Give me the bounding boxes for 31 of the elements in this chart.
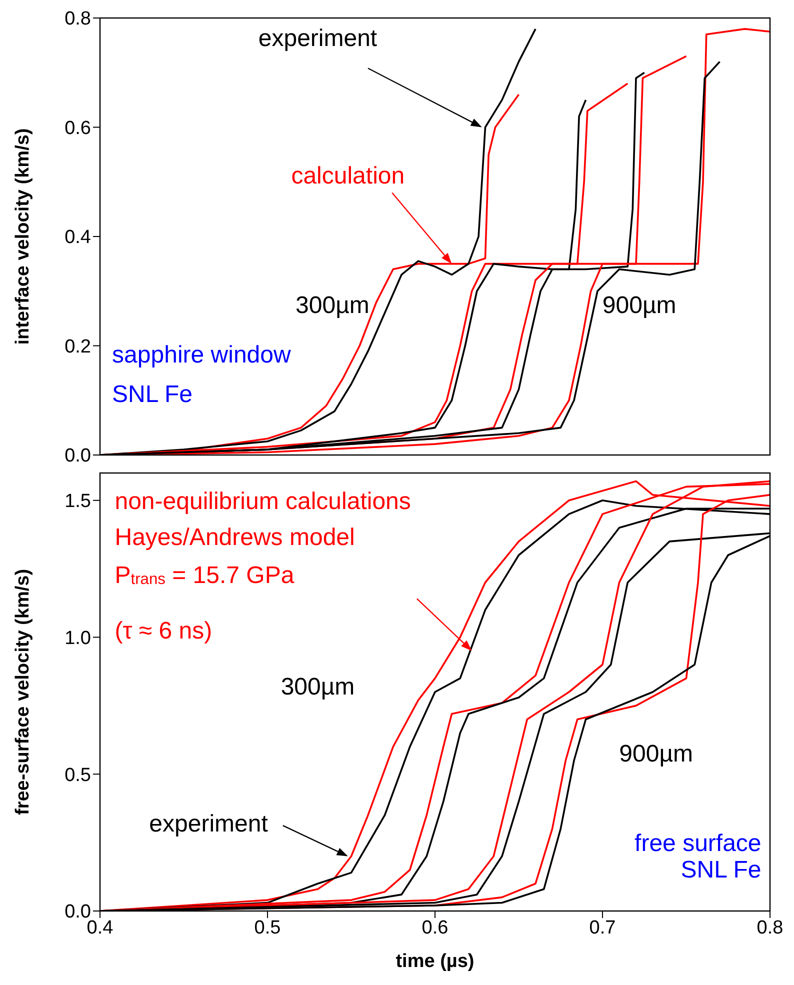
x-tick-label: 0.5: [254, 917, 281, 938]
y-tick-label: 0.8: [64, 8, 91, 30]
y-tick-label: 1.0: [64, 628, 91, 649]
annotation: calculation: [291, 162, 405, 189]
y-tick-label: 1.5: [64, 491, 91, 512]
x-axis-title: time (µs): [396, 951, 474, 972]
y-tick-label: 0.2: [64, 336, 91, 358]
annotation: 900µm: [619, 740, 694, 767]
x-tick-label: 0.4: [86, 917, 114, 938]
annotation: (τ ≈ 6 ns): [114, 617, 212, 644]
annotation: 900µm: [602, 292, 676, 319]
x-tick-label: 0.8: [756, 917, 784, 938]
annotation: SNL Fe: [680, 856, 762, 883]
annotation: P$_{trans}$ = 15.7 GPa: [114, 562, 295, 589]
y-tick-label: 0.5: [64, 764, 91, 786]
y-axis-title: interface velocity (km/s): [12, 128, 34, 345]
annotation: SNL Fe: [112, 380, 193, 408]
annotation: sapphire window: [112, 340, 292, 368]
y-axis-title: free-surface velocity (km/s): [12, 568, 34, 816]
annotation: experiment: [258, 24, 378, 52]
annotation: free surface: [634, 830, 762, 857]
x-tick-label: 0.6: [422, 917, 448, 938]
annotation: Hayes/Andrews model: [114, 523, 355, 550]
annotation: 300µm: [296, 292, 370, 319]
y-tick-label: 0.4: [64, 227, 92, 248]
y-tick-label: 0.0: [64, 446, 91, 467]
annotation: 300µm: [280, 672, 355, 700]
y-tick-label: 0.6: [64, 118, 91, 139]
annotation: experiment: [149, 810, 268, 837]
annotation: non-equilibrium calculations: [114, 488, 411, 515]
x-tick-label: 0.7: [589, 917, 616, 938]
